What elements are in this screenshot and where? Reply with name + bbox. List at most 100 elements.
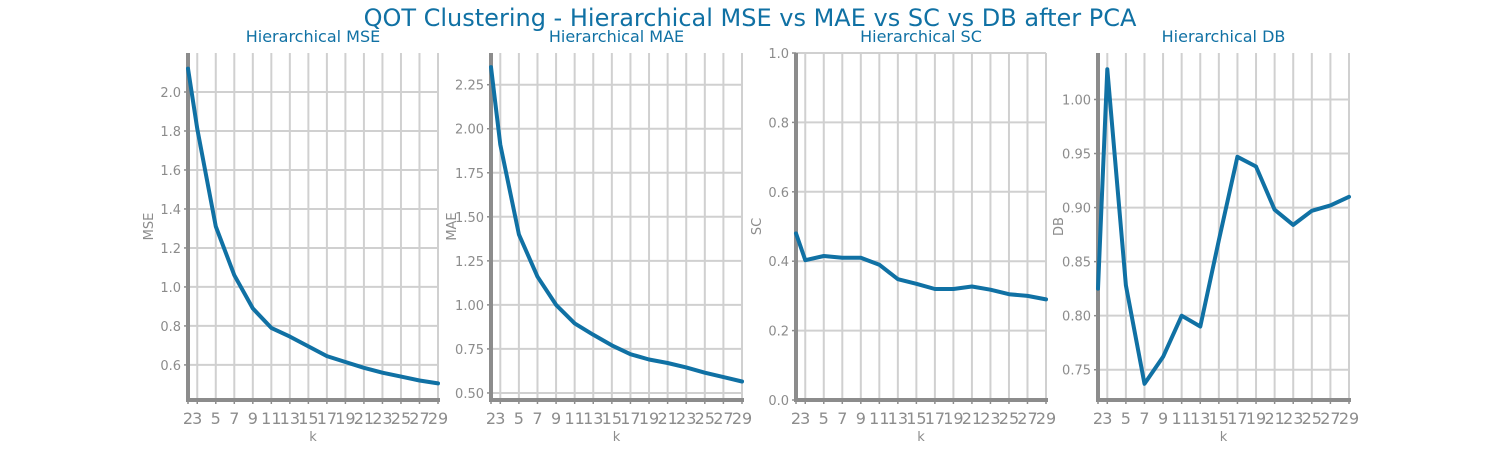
- x-tick-label: 27: [1017, 409, 1037, 428]
- x-tick-label: 25: [1302, 409, 1322, 428]
- y-tick-label: 1.0: [160, 281, 181, 296]
- x-tick-label: 25: [999, 409, 1019, 428]
- x-tick-label: 15: [298, 409, 318, 428]
- x-tick-label: 7: [229, 409, 239, 428]
- x-tick-label: 13: [583, 409, 603, 428]
- y-tick-label: 1.00: [455, 299, 484, 314]
- x-tick-label: 17: [1227, 409, 1247, 428]
- y-tick-label: 2.00: [455, 123, 484, 138]
- x-tick-label: 23: [980, 409, 1000, 428]
- x-tick-label: 29: [1339, 409, 1359, 428]
- x-tick-label: 9: [856, 409, 866, 428]
- x-tick-label: 2: [183, 409, 193, 428]
- y-tick-label: 0.85: [1062, 256, 1091, 271]
- y-tick-label: 1.6: [160, 164, 181, 179]
- x-tick-label: 23: [676, 409, 696, 428]
- x-tick-label: 5: [514, 409, 524, 428]
- y-tick-label: 0.8: [768, 116, 789, 131]
- y-tick-label: 1.0: [768, 47, 789, 62]
- x-tick-label: 13: [1190, 409, 1210, 428]
- x-tick-label: 11: [1171, 409, 1191, 428]
- x-tick-label: 11: [261, 409, 281, 428]
- subplot-title: Hierarchical MSE: [246, 27, 381, 46]
- y-tick-label: 1.8: [160, 125, 181, 140]
- x-tick-label: 3: [192, 409, 202, 428]
- x-axis-label: k: [1220, 430, 1228, 445]
- y-tick-label: 0.75: [455, 343, 484, 358]
- x-axis-label: k: [613, 430, 621, 445]
- x-tick-label: 23: [372, 409, 392, 428]
- y-tick-label: 0.50: [455, 387, 484, 402]
- x-tick-label: 15: [602, 409, 622, 428]
- x-axis-label: k: [309, 430, 317, 445]
- subplot-title: Hierarchical MAE: [549, 27, 684, 46]
- figure-title: QOT Clustering - Hierarchical MSE vs MAE…: [363, 4, 1137, 32]
- x-tick-label: 23: [1283, 409, 1303, 428]
- y-tick-label: 1.75: [455, 167, 484, 182]
- x-tick-label: 21: [1264, 409, 1284, 428]
- x-tick-label: 2: [791, 409, 801, 428]
- x-tick-label: 2: [1093, 409, 1103, 428]
- x-tick-label: 19: [639, 409, 659, 428]
- x-tick-label: 11: [564, 409, 584, 428]
- x-tick-label: 17: [925, 409, 945, 428]
- y-axis-label: MAE: [445, 212, 460, 240]
- x-tick-label: 19: [335, 409, 355, 428]
- x-tick-label: 21: [962, 409, 982, 428]
- x-tick-label: 2: [486, 409, 496, 428]
- x-tick-label: 15: [1209, 409, 1229, 428]
- y-tick-label: 0.95: [1062, 148, 1091, 163]
- y-axis-label: SC: [750, 218, 765, 235]
- x-tick-label: 17: [317, 409, 337, 428]
- y-tick-label: 1.50: [455, 211, 484, 226]
- x-tick-label: 7: [837, 409, 847, 428]
- x-tick-label: 7: [1139, 409, 1149, 428]
- x-tick-label: 5: [211, 409, 221, 428]
- x-tick-label: 21: [354, 409, 374, 428]
- subplot-title: Hierarchical SC: [860, 27, 982, 46]
- y-tick-label: 1.4: [160, 203, 181, 218]
- x-tick-label: 15: [906, 409, 926, 428]
- y-tick-label: 0.2: [768, 325, 789, 340]
- y-tick-label: 0.4: [768, 255, 789, 270]
- x-tick-label: 19: [943, 409, 963, 428]
- y-tick-label: 2.0: [160, 86, 181, 101]
- y-tick-label: 0.75: [1062, 364, 1091, 379]
- x-tick-label: 29: [732, 409, 752, 428]
- x-tick-label: 9: [248, 409, 258, 428]
- x-tick-label: 9: [551, 409, 561, 428]
- x-tick-label: 5: [1121, 409, 1131, 428]
- series-line: [1096, 67, 1351, 386]
- x-axis-label: k: [917, 430, 925, 445]
- series-line: [489, 65, 744, 384]
- x-tick-label: 9: [1158, 409, 1168, 428]
- y-tick-label: 0.90: [1062, 202, 1091, 217]
- x-tick-label: 27: [409, 409, 429, 428]
- x-tick-label: 29: [1036, 409, 1056, 428]
- x-tick-label: 27: [1320, 409, 1340, 428]
- x-tick-label: 7: [532, 409, 542, 428]
- x-tick-label: 3: [1102, 409, 1112, 428]
- y-tick-label: 0.6: [768, 186, 789, 201]
- x-tick-label: 13: [280, 409, 300, 428]
- series-line: [794, 231, 1048, 302]
- x-tick-label: 25: [695, 409, 715, 428]
- series-line: [186, 66, 440, 386]
- x-tick-label: 17: [620, 409, 640, 428]
- x-tick-label: 3: [495, 409, 505, 428]
- subplot-title: Hierarchical DB: [1162, 27, 1286, 46]
- y-axis-label: MSE: [142, 213, 157, 241]
- y-tick-label: 0.8: [160, 320, 181, 335]
- x-tick-label: 5: [819, 409, 829, 428]
- x-tick-label: 21: [657, 409, 677, 428]
- y-tick-label: 2.25: [455, 79, 484, 94]
- y-tick-label: 1.00: [1062, 93, 1091, 108]
- y-tick-label: 0.6: [160, 359, 181, 374]
- x-tick-label: 29: [428, 409, 448, 428]
- x-tick-label: 19: [1246, 409, 1266, 428]
- x-tick-label: 27: [713, 409, 733, 428]
- y-tick-label: 0.80: [1062, 310, 1091, 325]
- y-axis-label: DB: [1052, 217, 1067, 236]
